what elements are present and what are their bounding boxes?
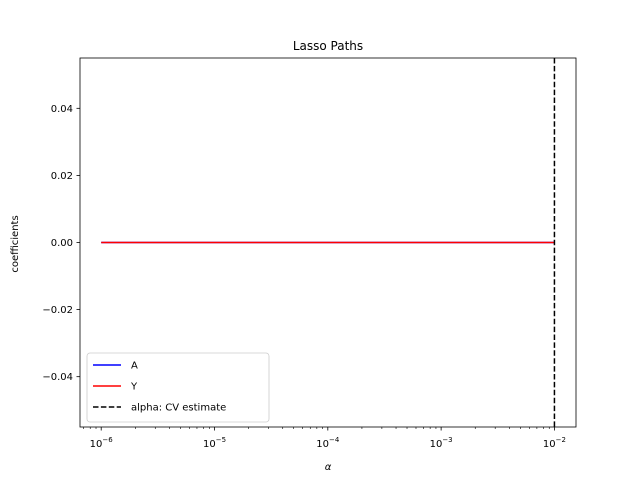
legend-label: Y (130, 382, 138, 393)
x-tick-label: 10−2 (543, 436, 566, 450)
x-tick-label: 10−6 (90, 436, 114, 450)
y-tick-label: 0.04 (51, 104, 73, 115)
y-axis: −0.04 −0.02 0.00 0.02 0.04 (42, 104, 80, 383)
y-tick-label: −0.02 (42, 305, 73, 316)
y-tick-label: 0.00 (51, 238, 73, 249)
y-tick-label: −0.04 (42, 372, 73, 383)
x-axis-label: α (325, 462, 332, 473)
legend-label: A (131, 361, 138, 372)
legend-label: alpha: CV estimate (131, 403, 226, 414)
x-tick-label: 10−3 (430, 436, 453, 450)
legend-box (86, 352, 270, 423)
y-tick-label: 0.02 (51, 171, 73, 182)
x-tick-label: 10−4 (316, 436, 340, 450)
y-axis-label: coefficients (10, 215, 21, 272)
x-axis: 10−6 10−5 10−4 10−3 10−2 (83, 427, 566, 450)
x-tick-label: 10−5 (203, 436, 226, 450)
chart-title: Lasso Paths (293, 39, 363, 53)
